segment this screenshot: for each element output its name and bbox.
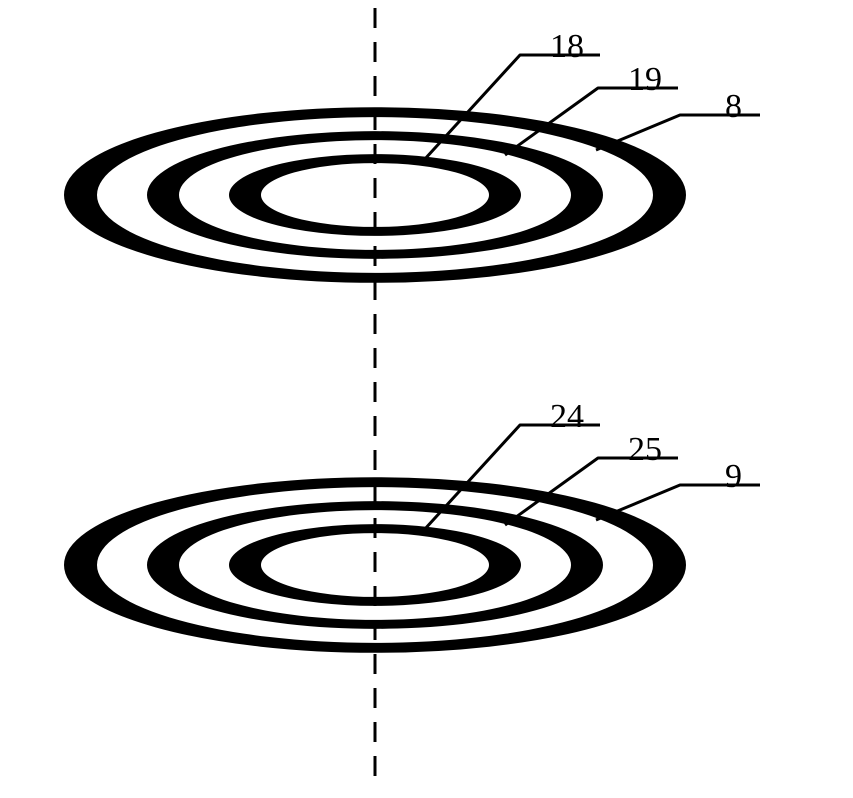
callout-label-c25: 25 [628, 431, 662, 469]
callout-label-c8: 8 [725, 88, 742, 126]
callout-label-c9: 9 [725, 458, 742, 496]
callout-label-c24: 24 [550, 398, 584, 436]
callout-label-c19: 19 [628, 61, 662, 99]
callout-label-c18: 18 [550, 28, 584, 66]
